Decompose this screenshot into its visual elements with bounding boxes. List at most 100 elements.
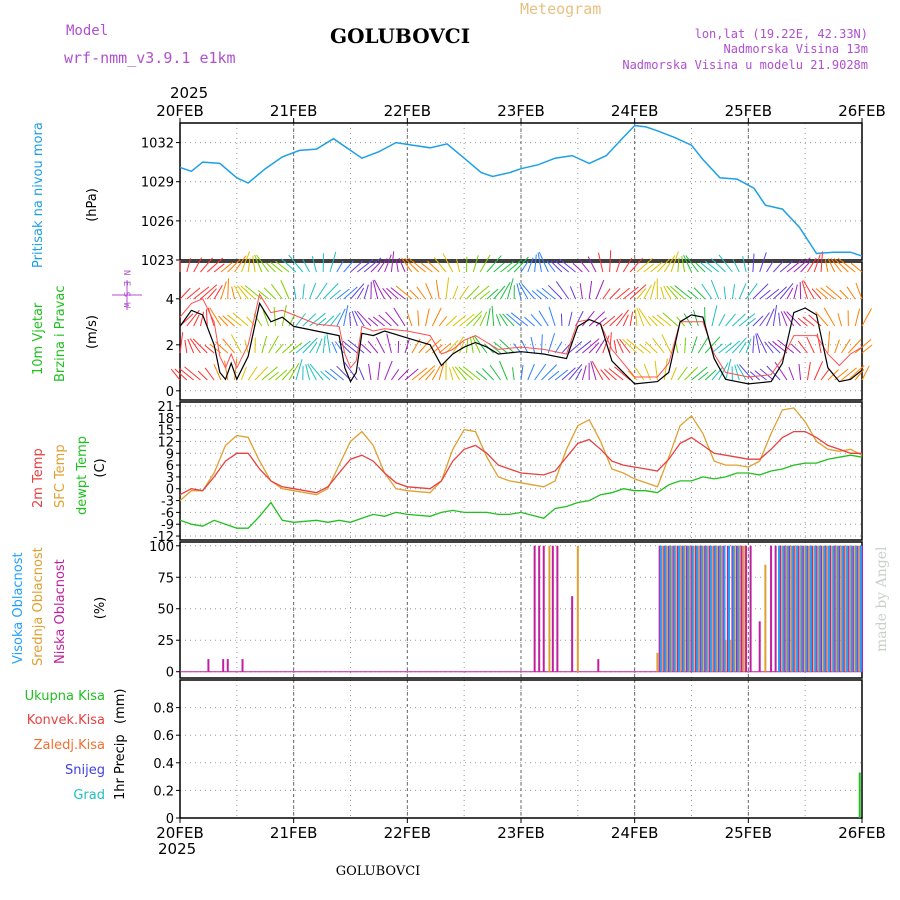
x-tick-label-bottom: 23FEB [497, 824, 544, 842]
wind-arrow [521, 283, 536, 300]
wind-arrow [336, 288, 350, 300]
y-tick-label: 0 [166, 483, 174, 498]
wind-arrow [752, 335, 755, 354]
wind-arrow [500, 281, 511, 300]
wind-arrow [619, 338, 631, 354]
wind-arrow [270, 261, 283, 273]
wind-arrow [650, 281, 656, 300]
wind-arrow [262, 309, 270, 327]
wind-arrow [854, 368, 865, 381]
wind-arrow [698, 371, 709, 381]
y-tick-label: 9 [166, 447, 174, 462]
wind-arrow [499, 360, 508, 381]
wind-arrow [766, 288, 780, 300]
wind-arrow [555, 281, 570, 300]
wind-arrow [344, 362, 358, 381]
wind-arrow [459, 341, 465, 354]
wind-arrow [540, 334, 543, 354]
wind-arrow [629, 311, 634, 327]
wind-arrow [281, 305, 287, 327]
x-tick-label-top: 25FEB [725, 102, 772, 120]
wind-arrow [657, 258, 670, 273]
wind-arrow [801, 280, 808, 300]
legend-konvek: Konvek.Kisa [27, 713, 105, 728]
wind-arrow [549, 260, 563, 273]
wind-arrow [537, 252, 542, 273]
panel-precip: 0 0.2 0.4 0.6 0.8 [153, 679, 863, 827]
wind-arrow [530, 336, 536, 354]
wind-arrow [850, 262, 863, 273]
wind-arrow [350, 260, 364, 273]
wind-arrow [861, 365, 870, 381]
wind-gust-line [179, 292, 863, 378]
wind-arrow [622, 314, 629, 327]
model-name: wrf-nmm_v3.9.1 e1km [64, 49, 236, 67]
wind-arrow [846, 286, 856, 300]
wind-arrow [588, 280, 593, 300]
wind-arrow [452, 286, 459, 300]
wind-arrow [252, 255, 256, 273]
wind-arrow [227, 278, 229, 300]
wind-arrow [275, 369, 288, 381]
wind-arrow [506, 278, 514, 300]
wind-arrow [823, 307, 836, 327]
wind-arrow [309, 341, 318, 354]
wind-arrow [604, 368, 617, 381]
wind-arrow [638, 308, 651, 327]
wind-arrow [652, 338, 665, 354]
wind-arrow [347, 339, 365, 354]
x-tick-label-bottom: 26FEB [838, 824, 885, 842]
wind-arrow [837, 313, 843, 327]
wind-arrow [475, 370, 488, 381]
wind-arrow [462, 366, 481, 381]
wind-arrow [848, 365, 865, 381]
wind-arrow [554, 369, 569, 381]
wind-arrow [725, 358, 732, 381]
wind-arrow [622, 338, 638, 354]
wind-arrow [816, 333, 822, 354]
wind-arrow [704, 336, 721, 354]
y-tick-label: 1023 [141, 254, 174, 269]
wind-arrow [613, 340, 617, 354]
y-tick-label: -9 [161, 518, 174, 533]
wind-arrow [493, 341, 508, 354]
wind-arrow [548, 306, 556, 327]
wind-arrow [582, 338, 600, 354]
wind-arrow [206, 257, 224, 273]
wind-arrow [445, 315, 457, 327]
wind-arrow [193, 286, 210, 300]
pressure-line [179, 124, 863, 257]
wind-arrow [772, 305, 778, 327]
y-tick-label: 1029 [141, 176, 174, 191]
wind-arrow [531, 290, 542, 300]
wind-unit: (m/s) [85, 315, 100, 349]
wind-arrow [438, 315, 448, 327]
wind-arrow [454, 366, 467, 381]
wind-arrow [254, 254, 263, 273]
wind-arrow [609, 288, 621, 300]
sfc-label: SFC Temp [53, 444, 68, 508]
wind-arrow [231, 286, 236, 300]
wind-arrow [486, 288, 499, 300]
y-tick-label: -3 [161, 495, 174, 510]
wind-arrow [409, 289, 420, 300]
wind-arrow [393, 307, 406, 327]
wind-arrow [411, 367, 428, 381]
wind-arrow [627, 370, 638, 381]
legend-ukupna: Ukupna Kisa [25, 689, 105, 704]
wind-arrow [622, 286, 639, 300]
wind-arrow [534, 254, 537, 273]
wind-arrow [793, 257, 811, 273]
wind-arrow [244, 340, 249, 354]
y-tick-label: -6 [161, 506, 174, 521]
wind-arrow [622, 257, 633, 273]
wind-arrow [691, 366, 708, 381]
wind-arrow [815, 288, 829, 300]
wind-arrow [322, 335, 326, 354]
wind-arrow [674, 285, 692, 300]
wind-arrow [780, 311, 788, 327]
y-tick-label: 100 [149, 540, 174, 555]
compass-label: N E S W [121, 270, 131, 309]
wind-arrow [616, 338, 624, 354]
wind-arrow [240, 285, 256, 300]
